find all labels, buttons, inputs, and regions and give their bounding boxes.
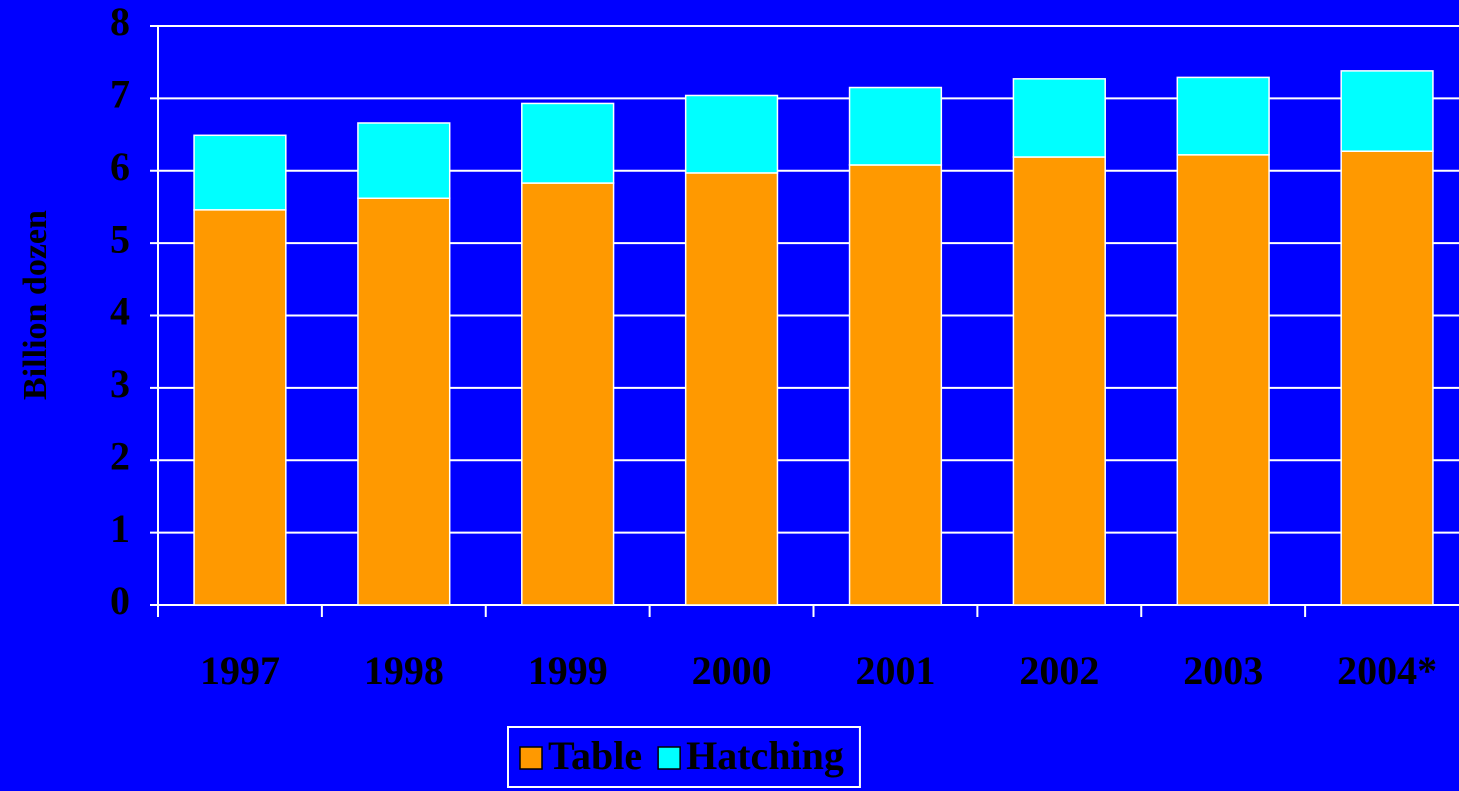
- x-tick-label: 1999: [528, 648, 608, 693]
- x-tick-label: 2001: [855, 648, 935, 693]
- bar-segment: [684, 94, 779, 174]
- bar-segment: [1340, 150, 1434, 606]
- legend: Table Hatching: [507, 726, 861, 788]
- y-axis-label: Billion dozen: [17, 210, 54, 400]
- legend-swatch: [519, 746, 543, 770]
- bar-segment: [193, 134, 287, 211]
- y-tick-label: 1: [110, 506, 130, 551]
- x-tick-label: 1997: [200, 648, 280, 693]
- y-tick-label: 6: [110, 144, 130, 189]
- bar-segment: [1340, 70, 1434, 152]
- legend-label: Hatching: [686, 733, 844, 778]
- bar-segment: [684, 172, 779, 606]
- legend-swatch: [657, 746, 681, 770]
- y-tick-label: 2: [110, 433, 130, 478]
- bar-segment: [848, 164, 943, 606]
- y-tick-label: 3: [110, 361, 130, 406]
- bar-segment: [357, 122, 451, 200]
- y-tick-label: 0: [110, 578, 130, 623]
- bar-segment: [1176, 154, 1270, 606]
- bar-segment: [521, 182, 615, 606]
- bar-segment: [193, 209, 287, 606]
- x-tick-label: 2004*: [1337, 648, 1437, 693]
- y-tick-label: 4: [110, 289, 130, 334]
- y-tick-label: 7: [110, 72, 130, 117]
- bar-segment: [1012, 78, 1106, 158]
- bar-segment: [357, 197, 451, 606]
- y-tick-label: 8: [110, 0, 130, 44]
- y-tick-label: 5: [110, 216, 130, 261]
- bar-segment: [521, 102, 615, 184]
- x-tick-label: 2002: [1019, 648, 1099, 693]
- x-tick-label: 2003: [1183, 648, 1263, 693]
- bar-segment: [1176, 76, 1270, 156]
- bar-segment: [848, 86, 943, 166]
- legend-label: Table: [548, 733, 642, 778]
- x-tick-label: 1998: [364, 648, 444, 693]
- bar-segment: [1012, 156, 1106, 606]
- x-tick-label: 2000: [692, 648, 772, 693]
- legend-box: [507, 726, 861, 788]
